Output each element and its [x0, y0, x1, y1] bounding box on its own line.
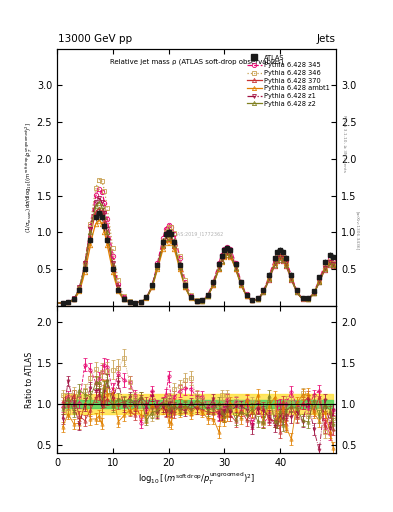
- Text: Jets: Jets: [317, 34, 336, 45]
- X-axis label: $\log_{10}[(m^{\rm soft\,drop}/p_T^{\rm ungroomed})^2]$: $\log_{10}[(m^{\rm soft\,drop}/p_T^{\rm …: [138, 471, 255, 487]
- Text: Relative jet mass ρ (ATLAS soft-drop observables): Relative jet mass ρ (ATLAS soft-drop obs…: [110, 59, 283, 66]
- Text: Rivet 3.1.10, ≥ 3M events: Rivet 3.1.10, ≥ 3M events: [342, 115, 346, 172]
- Y-axis label: Ratio to ATLAS: Ratio to ATLAS: [25, 352, 34, 408]
- Y-axis label: $(1/\sigma_{\rm resum})\,{\rm d}\sigma/{\rm d}\log_{10}[(m^{\rm soft\,drop}/p_T^: $(1/\sigma_{\rm resum})\,{\rm d}\sigma/{…: [24, 122, 35, 233]
- Legend: ATLAS, Pythia 6.428 345, Pythia 6.428 346, Pythia 6.428 370, Pythia 6.428 ambt1,: ATLAS, Pythia 6.428 345, Pythia 6.428 34…: [244, 52, 333, 109]
- Text: ATLAS:2019_I1772362: ATLAS:2019_I1772362: [169, 231, 224, 237]
- Text: 13000 GeV pp: 13000 GeV pp: [58, 34, 132, 45]
- Text: [arXiv:1306.3436]: [arXiv:1306.3436]: [356, 211, 360, 250]
